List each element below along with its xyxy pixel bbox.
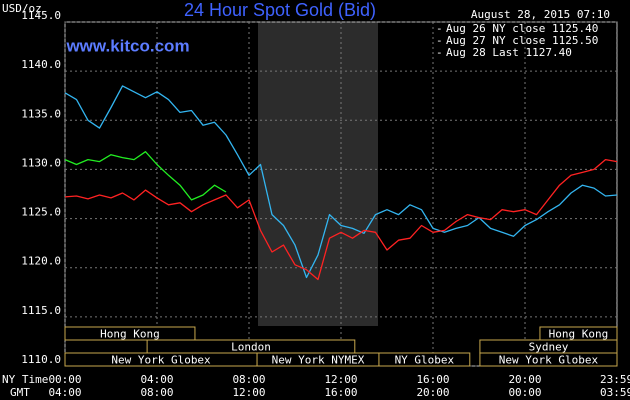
session-label: Hong Kong xyxy=(549,328,609,341)
legend-entry: Aug 26 NY close 1125.40 xyxy=(446,22,598,35)
session-label: Hong Kong xyxy=(100,328,160,341)
x-tick-label: 23:59 xyxy=(600,373,630,386)
y-tick-label: 1125.0 xyxy=(21,206,61,219)
y-tick-label: 1115.0 xyxy=(21,304,61,317)
x-tick-label: 04:00 xyxy=(140,373,173,386)
session-box xyxy=(378,352,471,367)
x2-tick-label: 16:00 xyxy=(324,386,357,399)
series-line xyxy=(64,85,618,279)
x2-tick-label: 03:59 xyxy=(600,386,630,399)
legend-marker: - xyxy=(436,22,443,35)
x-tick-label: 08:00 xyxy=(232,373,265,386)
x2-tick-label: 20:00 xyxy=(416,386,449,399)
x-tick-label: 20:00 xyxy=(508,373,541,386)
x-axis-label: NY Time xyxy=(2,373,48,386)
session-box xyxy=(479,352,618,367)
x-tick-label: 12:00 xyxy=(324,373,357,386)
chart-title: 24 Hour Spot Gold (Bid) xyxy=(184,0,376,20)
series-line xyxy=(64,151,227,201)
session-label: New York NYMEX xyxy=(272,354,365,367)
y-tick-label: 1140.0 xyxy=(21,58,61,71)
x2-tick-label: 08:00 xyxy=(140,386,173,399)
session-label: New York Globex xyxy=(111,354,211,367)
y-tick-label: 1120.0 xyxy=(21,255,61,268)
y-tick-label: 1145.0 xyxy=(21,9,61,22)
y-tick-label: 1135.0 xyxy=(21,107,61,120)
legend-entry: Aug 28 Last 1127.40 xyxy=(446,46,572,59)
legend-marker: - xyxy=(436,46,443,59)
comex-hours-shade xyxy=(258,22,378,326)
y-tick-label: 1110.0 xyxy=(21,353,61,366)
x-tick-label: 16:00 xyxy=(416,373,449,386)
site-label: www.kitco.com xyxy=(65,36,189,55)
session-label: London xyxy=(231,341,271,354)
session-label: Sydney xyxy=(529,341,569,354)
legend-marker: - xyxy=(436,34,443,47)
timestamp: August 28, 2015 07:10 xyxy=(471,8,610,21)
legend-entry: Aug 27 NY close 1125.50 xyxy=(446,34,598,47)
session-label: New York Globex xyxy=(499,354,599,367)
session-box xyxy=(64,326,196,341)
session-label: NY Globex xyxy=(395,354,455,367)
x2-tick-label: 00:00 xyxy=(508,386,541,399)
x-tick-label: 00:00 xyxy=(48,373,81,386)
y-axis-label: USD/oz xyxy=(2,2,42,15)
x2-axis-label: GMT xyxy=(10,386,30,399)
x2-tick-label: 04:00 xyxy=(48,386,81,399)
y-tick-label: 1130.0 xyxy=(21,156,61,169)
x2-tick-label: 12:00 xyxy=(232,386,265,399)
series-line xyxy=(64,158,618,281)
